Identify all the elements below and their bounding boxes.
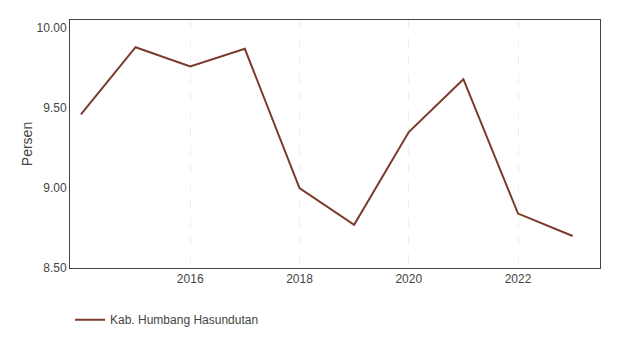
svg-text:2020: 2020	[395, 272, 422, 286]
svg-text:9.00: 9.00	[43, 181, 67, 195]
svg-text:Kab. Humbang Hasundutan: Kab. Humbang Hasundutan	[110, 313, 258, 327]
svg-text:10.00: 10.00	[37, 21, 67, 35]
svg-text:9.50: 9.50	[43, 101, 67, 115]
svg-text:2018: 2018	[286, 272, 313, 286]
svg-text:8.50: 8.50	[43, 261, 67, 275]
svg-text:2016: 2016	[177, 272, 204, 286]
svg-text:2022: 2022	[505, 272, 532, 286]
svg-text:Persen: Persen	[19, 122, 35, 166]
